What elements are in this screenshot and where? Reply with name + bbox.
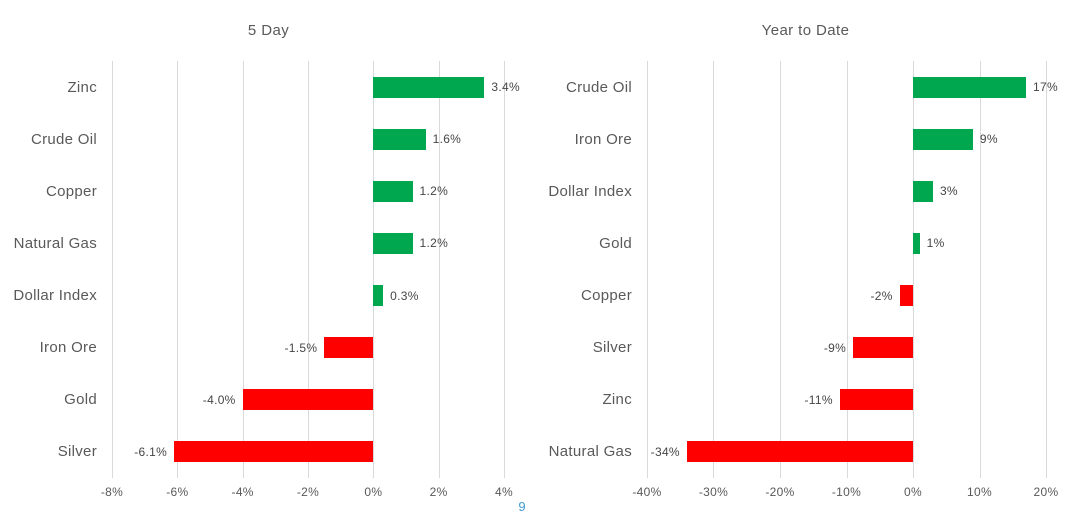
- bar-silver: [174, 441, 374, 463]
- category-label: Silver: [57, 443, 97, 461]
- data-label: 3%: [939, 184, 958, 199]
- x-tick-label: 0%: [364, 485, 383, 499]
- category-label: Gold: [599, 234, 632, 252]
- category-label: Crude Oil: [30, 130, 97, 148]
- x-tick-label: -10%: [831, 485, 862, 499]
- data-label: 1%: [926, 236, 945, 251]
- x-tick-label: 4%: [495, 485, 513, 499]
- category-label: Silver: [592, 339, 632, 357]
- chart-title: 5 Day: [247, 22, 290, 39]
- bar-copper: [899, 285, 913, 307]
- gridline: [242, 61, 244, 478]
- x-tick-label: -30%: [698, 485, 729, 499]
- bar-gold: [242, 389, 374, 411]
- category-label: Gold: [64, 391, 97, 409]
- data-label: -11%: [804, 392, 833, 407]
- x-tick-label: -2%: [296, 485, 320, 499]
- chart-title: Year to Date: [761, 22, 850, 39]
- category-label: Zinc: [67, 78, 97, 96]
- data-label: -1.5%: [284, 340, 318, 355]
- x-tick-label: -40%: [632, 485, 662, 499]
- data-label: -4.0%: [202, 392, 236, 407]
- category-label: Dollar Index: [548, 182, 632, 200]
- bar-natural-gas: [686, 441, 913, 463]
- gridline: [1046, 61, 1047, 478]
- gridline: [438, 61, 440, 478]
- data-label: -9%: [823, 340, 847, 355]
- data-label: 9%: [979, 132, 998, 147]
- gridline: [846, 61, 848, 478]
- x-tick-label: 0%: [904, 485, 922, 499]
- bar-dollar-index: [912, 180, 933, 202]
- bar-crude-oil: [373, 128, 426, 150]
- category-label: Iron Ore: [574, 130, 632, 148]
- gridline: [979, 61, 981, 478]
- category-label: Natural Gas: [13, 234, 97, 252]
- bar-copper: [373, 180, 413, 202]
- bar-iron-ore: [324, 337, 374, 359]
- data-label: 17%: [1033, 80, 1058, 95]
- x-tick-label: -8%: [100, 485, 124, 499]
- category-label: Crude Oil: [565, 78, 632, 96]
- data-label: 1.2%: [419, 184, 449, 199]
- data-label: 0.3%: [390, 288, 419, 303]
- data-label: 3.4%: [491, 80, 520, 95]
- x-axis: -8% -6% -4% -2% 0% 2% 4%: [101, 482, 513, 502]
- gridline: [912, 61, 914, 478]
- x-tick-label: 10%: [967, 485, 992, 499]
- data-label: 1.2%: [419, 236, 449, 251]
- bar-natural-gas: [373, 232, 413, 254]
- plot-area: 3.4% 1.6% 1.2% 1.2% 0.3% -1.5% -4.0% -6.1%: [112, 61, 520, 478]
- gridline: [647, 61, 648, 478]
- page-number: 9: [518, 499, 526, 514]
- chart-year-to-date: Year to Date Crude Oil Iron Ore Dollar Ind…: [537, 0, 1074, 520]
- chart-5-day: 5 Day Zinc Crude Oil Copper Natural Gas Doll…: [0, 22, 520, 502]
- bar-gold: [912, 232, 920, 254]
- gridline: [713, 61, 715, 478]
- category-label: Copper: [46, 182, 97, 200]
- bar-zinc: [839, 389, 913, 411]
- bar-crude-oil: [912, 76, 1027, 98]
- category-axis: Crude Oil Iron Ore Dollar Index Gold Copper S…: [537, 61, 632, 478]
- bar-iron-ore: [912, 128, 973, 150]
- gridline: [373, 61, 375, 478]
- category-axis: Zinc Crude Oil Copper Natural Gas Dollar Ind…: [0, 61, 97, 478]
- gridline: [779, 61, 781, 478]
- data-label: 1.6%: [432, 132, 462, 147]
- gridline: [308, 61, 309, 478]
- category-label: Dollar Index: [13, 287, 97, 305]
- x-tick-label: -20%: [765, 485, 795, 499]
- x-axis: -40% -30% -20% -10% 0% 10% 20%: [632, 482, 1058, 502]
- x-tick-label: -4%: [231, 485, 254, 499]
- x-tick-label: 2%: [429, 485, 448, 499]
- category-label: Iron Ore: [39, 339, 97, 357]
- data-label: -2%: [870, 288, 893, 303]
- gridline: [177, 61, 179, 478]
- category-label: Natural Gas: [548, 443, 632, 461]
- gridline: [112, 61, 113, 478]
- gridline: [504, 61, 505, 478]
- data-label: -34%: [650, 444, 680, 459]
- category-label: Copper: [581, 287, 632, 305]
- bar-silver: [853, 337, 913, 359]
- plot-area: 17% 9% 3% 1% -2% -9% -11% -34%: [647, 61, 1058, 478]
- category-label: Zinc: [602, 391, 632, 409]
- x-tick-label: -6%: [166, 485, 189, 499]
- bar-zinc: [373, 76, 485, 98]
- bar-dollar-index: [373, 285, 384, 307]
- x-tick-label: 20%: [1033, 485, 1059, 499]
- data-label: -6.1%: [134, 444, 168, 459]
